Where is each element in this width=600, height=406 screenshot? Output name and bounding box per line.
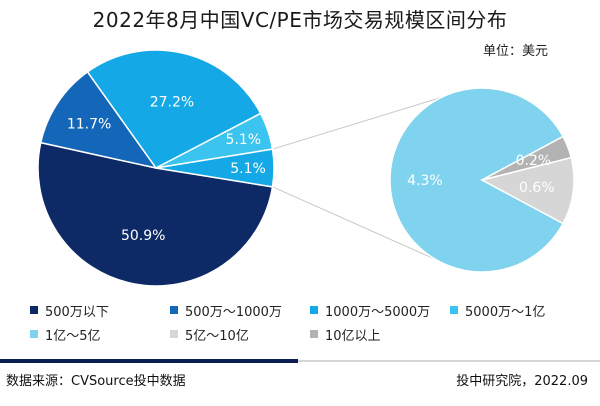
main-pie-label-3: 5.1% xyxy=(226,132,262,148)
main-pie-slice-1 xyxy=(39,70,158,170)
main-pie-label-2: 27.2% xyxy=(150,94,194,110)
legend-swatch xyxy=(450,306,458,314)
chart-legend: 500万以下 500万～1000万 1000万～5000万 5000万～1亿 1亿～5亿… xyxy=(30,298,600,346)
legend-label: 10亿以上 xyxy=(325,328,381,344)
connector-line-bottom xyxy=(272,186,437,261)
legend-swatch xyxy=(30,306,38,314)
legend-swatch xyxy=(310,330,318,338)
unit-label: 单位：美元 xyxy=(482,44,548,59)
legend-item: 5亿～10亿 xyxy=(170,325,310,344)
legend-item: 500万～1000万 xyxy=(170,301,310,320)
connector-line-top xyxy=(272,96,442,150)
source-note: 数据来源：CVSource投中数据 xyxy=(6,374,186,389)
legend-label: 500万以下 xyxy=(45,304,109,320)
secondary-pie-label-1: 0.6% xyxy=(519,180,555,196)
legend-label: 500万～1000万 xyxy=(185,304,282,320)
pie-of-pie-chart: 50.9% 11.7% 27.2% 5.1% 5.1% 4.3% 0.6% 0.2% xyxy=(37,49,575,287)
legend-item: 500万以下 xyxy=(30,301,170,320)
legend-label: 5亿～10亿 xyxy=(185,328,249,344)
main-pie-label-4: 5.1% xyxy=(230,161,266,177)
main-pie-slice-0 xyxy=(37,141,274,287)
legend-label: 1000万～5000万 xyxy=(325,304,431,320)
secondary-pie-label-0: 4.3% xyxy=(407,173,443,189)
secondary-pie-slice-1 xyxy=(479,156,575,225)
legend-swatch xyxy=(30,330,38,338)
secondary-pie-label-2: 0.2% xyxy=(516,153,552,169)
main-pie-slice-4 xyxy=(155,148,275,188)
secondary-pie-slice-0 xyxy=(389,87,565,273)
footer-divider xyxy=(0,359,600,363)
secondary-pie-slice-2 xyxy=(481,135,573,181)
chart-title: 2022年8月中国VC/PE市场交易规模区间分布 xyxy=(92,8,508,32)
main-pie-label-0: 50.9% xyxy=(121,228,165,244)
credit-note: 投中研究院，2022.09 xyxy=(456,374,588,389)
main-pie-slice-2 xyxy=(86,49,262,169)
main-pie-label-1: 11.7% xyxy=(67,117,111,133)
legend-item: 5000万～1亿 xyxy=(450,301,590,320)
legend-label: 1亿～5亿 xyxy=(45,328,101,344)
legend-item: 10亿以上 xyxy=(310,325,450,344)
legend-row: 500万以下 500万～1000万 1000万～5000万 5000万～1亿 xyxy=(30,298,600,322)
legend-swatch xyxy=(170,306,178,314)
legend-row: 1亿～5亿 5亿～10亿 10亿以上 xyxy=(30,322,600,346)
legend-item: 1000万～5000万 xyxy=(310,301,450,320)
legend-swatch xyxy=(310,306,318,314)
legend-swatch xyxy=(170,330,178,338)
legend-label: 5000万～1亿 xyxy=(465,304,546,320)
legend-item: 1亿～5亿 xyxy=(30,325,170,344)
